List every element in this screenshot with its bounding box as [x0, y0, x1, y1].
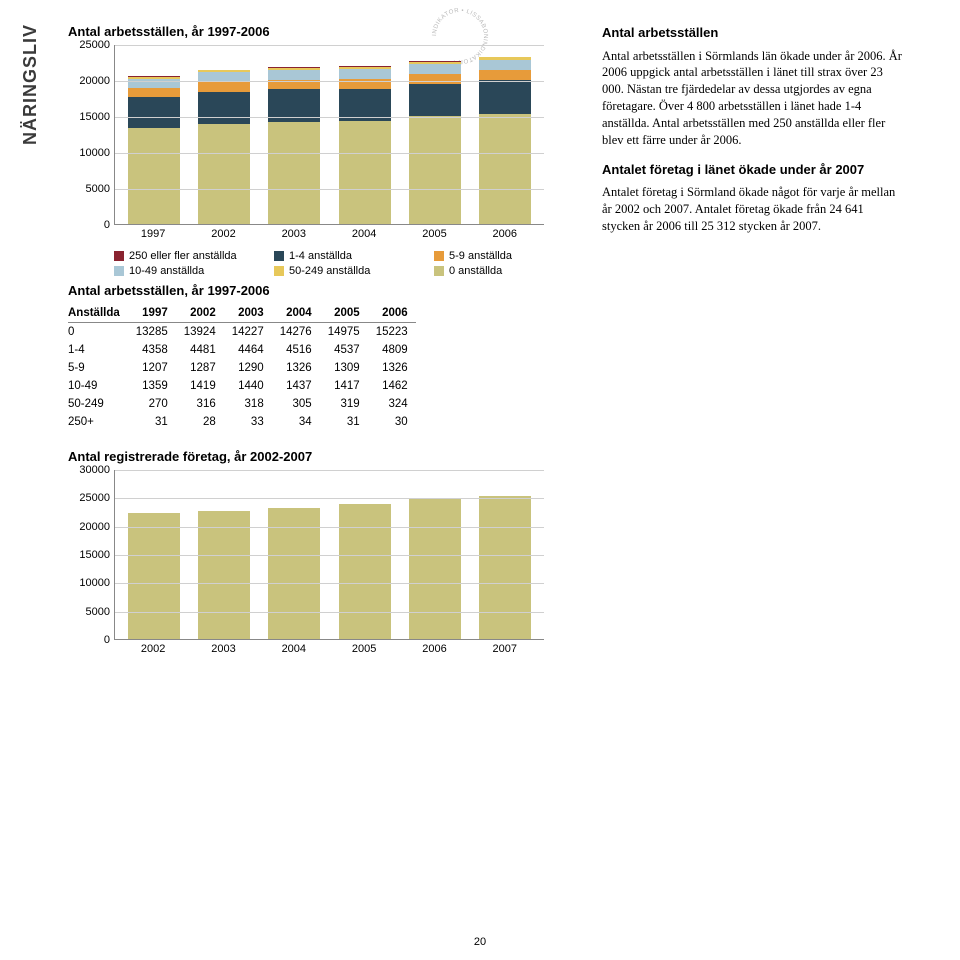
aside-text: Antal arbetsställen Antal arbetsställen … — [602, 24, 902, 247]
bar — [128, 513, 180, 639]
table1-title: Antal arbetsställen, år 1997-2006 — [68, 283, 574, 298]
x-tick: 1997 — [127, 228, 179, 240]
x-tick: 2007 — [479, 643, 531, 655]
table-header: 1997 — [128, 304, 176, 323]
chart1-legend: 250 eller fler anställda 1-4 anställda 5-9… — [114, 250, 574, 277]
bar — [409, 499, 461, 639]
table-row: 10-49135914191440143714171462 — [68, 377, 416, 395]
y-tick: 10000 — [79, 577, 110, 589]
chart2-title: Antal registrerade företag, år 2002-2007 — [68, 449, 938, 464]
table-row: 0132851392414227142761497515223 — [68, 323, 416, 342]
y-tick: 20000 — [79, 521, 110, 533]
data-table: Anställda1997200220032004200520060132851… — [68, 304, 416, 431]
bar-group — [339, 66, 391, 224]
x-tick: 2002 — [197, 228, 249, 240]
table-header: 2006 — [368, 304, 416, 323]
bar — [198, 511, 250, 639]
y-tick: 25000 — [79, 492, 110, 504]
y-tick: 0 — [104, 634, 110, 646]
table-row: 5-9120712871290132613091326 — [68, 359, 416, 377]
legend-item: 1-4 anställda — [274, 250, 414, 262]
aside-p2: Antalet företag i Sörmland ökade något f… — [602, 184, 902, 235]
aside-p1: Antal arbetsställen i Sörmlands län ökad… — [602, 48, 902, 149]
legend-item: 5-9 anställda — [434, 250, 574, 262]
chart2-plot — [114, 470, 544, 640]
legend-item: 250 eller fler anställda — [114, 250, 254, 262]
table-row: 50-249270316318305319324 — [68, 395, 416, 413]
x-tick: 2004 — [268, 643, 320, 655]
bar — [268, 508, 320, 639]
table-header: Anställda — [68, 304, 128, 323]
aside-h2: Antalet företag i länet ökade under år 2… — [602, 161, 902, 179]
y-tick: 0 — [104, 219, 110, 231]
y-tick: 15000 — [79, 549, 110, 561]
x-tick: 2005 — [338, 643, 390, 655]
section-label: NÄRINGSLIV — [20, 24, 41, 145]
y-tick: 5000 — [86, 606, 110, 618]
aside-h1: Antal arbetsställen — [602, 24, 902, 42]
table-header: 2005 — [320, 304, 368, 323]
x-tick: 2003 — [197, 643, 249, 655]
table-header: 2003 — [224, 304, 272, 323]
legend-item: 0 anställda — [434, 265, 574, 277]
legend-item: 50-249 anställda — [274, 265, 414, 277]
bar-group — [128, 76, 180, 224]
table-row: 250+312833343130 — [68, 413, 416, 431]
x-tick: 2006 — [408, 643, 460, 655]
x-tick: 2002 — [127, 643, 179, 655]
y-tick: 30000 — [79, 464, 110, 476]
x-tick: 2004 — [338, 228, 390, 240]
bar-group — [268, 67, 320, 224]
x-tick: 2006 — [479, 228, 531, 240]
bar — [479, 496, 531, 639]
bar-group — [198, 70, 250, 224]
page-number: 20 — [474, 936, 486, 948]
y-tick: 20000 — [79, 75, 110, 87]
y-tick: 25000 — [79, 39, 110, 51]
y-tick: 5000 — [86, 183, 110, 195]
table-header: 2004 — [272, 304, 320, 323]
y-tick: 10000 — [79, 147, 110, 159]
chart1-title: Antal arbetsställen, år 1997-2006 — [68, 24, 574, 39]
chart1-plot — [114, 45, 544, 225]
x-tick: 2005 — [408, 228, 460, 240]
table-row: 1-4435844814464451645374809 — [68, 341, 416, 359]
bar-group — [479, 57, 531, 224]
legend-item: 10-49 anställda — [114, 265, 254, 277]
x-tick: 2003 — [268, 228, 320, 240]
bar — [339, 504, 391, 639]
y-tick: 15000 — [79, 111, 110, 123]
table-header: 2002 — [176, 304, 224, 323]
bar-group — [409, 61, 461, 224]
